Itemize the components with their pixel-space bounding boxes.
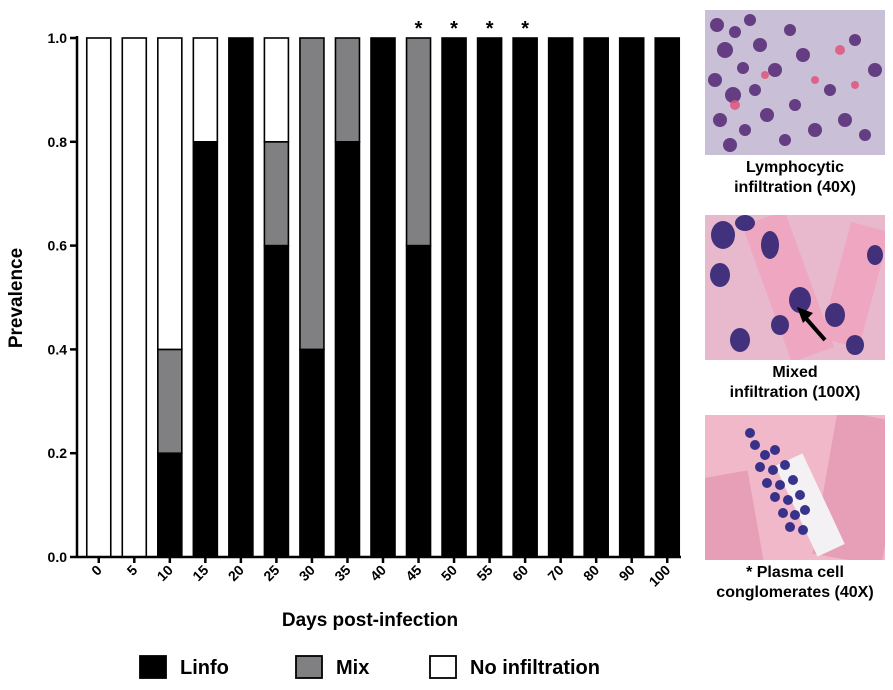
x-axis-title: Days post-infection: [282, 610, 458, 631]
bar-mix-day-25: [263, 141, 290, 247]
legend-swatch-mix: [295, 655, 323, 679]
significance-marker: *: [486, 18, 494, 40]
y-tick-label: 1.0: [48, 30, 68, 46]
bar-linfo-day-50: [441, 37, 467, 558]
legend-swatch-no-infiltration: [429, 655, 457, 679]
x-tick-label: 15: [189, 562, 211, 584]
x-tick-label: 70: [544, 562, 566, 584]
bar-no-infiltration-day-0: [85, 37, 112, 558]
bar-linfo-day-40: [370, 37, 396, 558]
y-axis-title: Prevalence: [6, 248, 27, 348]
bar-linfo-day-60: [512, 37, 538, 558]
lymphocytic-micrograph: [705, 10, 885, 155]
mixed-panel: Mixed infiltration (100X): [705, 215, 885, 403]
bar-linfo-day-30: [299, 348, 325, 558]
bar-linfo-day-100: [654, 37, 681, 558]
x-tick-label: 40: [367, 562, 389, 584]
legend-label-linfo: Linfo: [180, 657, 229, 679]
y-tick-label: 0.4: [48, 341, 68, 357]
x-tick-label: 0: [88, 562, 105, 579]
x-tick-label: 45: [402, 562, 424, 584]
bar-linfo-day-15: [192, 141, 219, 558]
bar-mix-day-30: [299, 37, 325, 351]
bar-linfo-day-70: [547, 37, 574, 558]
bar-linfo-day-10: [157, 452, 183, 558]
significance-marker: *: [415, 18, 423, 40]
mixed-micrograph: [705, 215, 885, 360]
bar-linfo-day-80: [583, 37, 609, 558]
lymphocytic-caption: Lymphocytic infiltration (40X): [734, 159, 856, 196]
bar-mix-day-45: [405, 37, 432, 247]
bar-no-infiltration-day-15: [192, 37, 219, 143]
bar-linfo-day-55: [476, 37, 503, 558]
mixed-caption: Mixed infiltration (100X): [729, 364, 861, 401]
legend-label-no-infiltration: No infiltration: [470, 657, 600, 679]
x-tick-label: 50: [438, 562, 460, 584]
x-tick-label: 100: [646, 562, 674, 590]
x-tick-label: 90: [615, 562, 637, 584]
legend: Linfo Mix No infiltration: [139, 655, 600, 679]
bar-no-infiltration-day-25: [263, 37, 290, 143]
x-tick-label: 25: [260, 562, 282, 584]
legend-swatch-linfo: [139, 655, 167, 679]
plasma-cell-caption: * Plasma cell conglomerates (40X): [716, 564, 874, 601]
bar-linfo-day-25: [263, 244, 290, 558]
y-tick-label: 0.0: [48, 549, 68, 565]
x-tick-label: 5: [124, 562, 141, 579]
x-tick-label: 80: [580, 562, 602, 584]
bars-group: [85, 37, 681, 558]
x-tick-label: 55: [473, 562, 495, 584]
bar-mix-day-35: [334, 37, 361, 143]
x-tick-label: 30: [296, 562, 318, 584]
bar-linfo-day-45: [405, 244, 432, 558]
bar-no-infiltration-day-5: [121, 37, 148, 558]
plasma-cell-micrograph: [705, 415, 885, 560]
x-tick-label: 10: [154, 562, 176, 584]
bar-linfo-day-35: [334, 141, 361, 558]
x-tick-label: 35: [331, 562, 353, 584]
y-tick-label: 0.2: [48, 445, 68, 461]
plasma-cell-panel: * Plasma cell conglomerates (40X): [705, 415, 885, 603]
x-tick-label: 20: [225, 562, 247, 584]
significance-marker: *: [521, 18, 529, 40]
significance-marker: *: [450, 18, 458, 40]
bar-no-infiltration-day-10: [157, 37, 183, 351]
x-tick-label: 60: [509, 562, 531, 584]
bar-mix-day-10: [157, 348, 183, 454]
y-tick-label: 0.8: [48, 134, 68, 150]
bar-linfo-day-20: [228, 37, 254, 558]
legend-label-mix: Mix: [336, 657, 369, 679]
bar-linfo-day-90: [618, 37, 645, 558]
y-tick-label: 0.6: [48, 238, 68, 254]
lymphocytic-panel: Lymphocytic infiltration (40X): [705, 10, 885, 198]
